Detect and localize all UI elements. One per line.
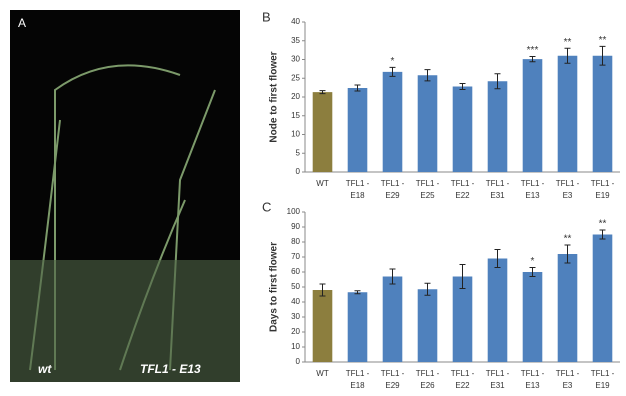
bar — [417, 289, 438, 362]
bar — [592, 234, 613, 362]
y-tick-label: 50 — [291, 282, 300, 291]
significance-label: ** — [599, 219, 607, 230]
x-tick-label: TFL1 -E13 — [521, 179, 545, 200]
y-tick-label: 100 — [287, 207, 301, 216]
y-tick-label: 25 — [291, 73, 300, 82]
x-tick-label: TFL1 -E26 — [416, 369, 440, 390]
x-tick-label: TFL1 -E29 — [381, 179, 405, 200]
panel-label: B — [262, 9, 271, 24]
y-tick-label: 20 — [291, 92, 300, 101]
x-tick-label: WT — [316, 369, 329, 378]
bar — [592, 55, 613, 172]
bar — [452, 86, 473, 172]
significance-label: ** — [599, 35, 607, 46]
error-bar — [319, 283, 326, 297]
x-tick-label: TFL1 -E3 — [556, 179, 580, 200]
y-axis-label: Node to first flower — [269, 51, 280, 142]
y-tick-label: 0 — [296, 357, 301, 366]
bar — [522, 272, 543, 362]
y-tick-label: 30 — [291, 55, 300, 64]
y-tick-label: 15 — [291, 111, 300, 120]
x-tick-label: TFL1 -E3 — [556, 369, 580, 390]
error-bar — [459, 264, 466, 289]
bar — [522, 59, 543, 172]
x-tick-label: WT — [316, 179, 329, 188]
bar — [382, 276, 403, 362]
x-tick-label: TFL1 -E19 — [591, 179, 615, 200]
error-bar — [599, 45, 606, 66]
bar — [557, 254, 578, 362]
foliage — [10, 260, 240, 382]
error-bar — [354, 290, 361, 295]
significance-label: ** — [564, 37, 572, 48]
x-tick-label: TFL1 -E31 — [486, 179, 510, 200]
panel-label: C — [262, 199, 271, 214]
y-tick-label: 40 — [291, 17, 300, 26]
significance-label: * — [531, 256, 535, 267]
y-tick-label: 90 — [291, 222, 300, 231]
y-axis-label: Days to first flower — [269, 242, 280, 332]
significance-label: *** — [527, 45, 539, 56]
x-tick-label: TFL1 -E22 — [451, 369, 475, 390]
y-tick-label: 10 — [291, 342, 300, 351]
error-bar — [494, 249, 501, 268]
y-tick-label: 5 — [296, 148, 301, 157]
bar — [347, 88, 368, 172]
bar — [557, 55, 578, 172]
x-tick-label: TFL1 -E25 — [416, 179, 440, 200]
bar — [382, 71, 403, 172]
photo-caption: TFL1 - E13 — [140, 362, 201, 376]
significance-label: ** — [564, 234, 572, 245]
error-bar — [424, 69, 431, 82]
bar — [312, 92, 333, 172]
bar — [347, 292, 368, 362]
error-bar — [354, 84, 361, 92]
x-tick-label: TFL1 -E13 — [521, 369, 545, 390]
error-bar — [529, 56, 536, 63]
error-bar — [389, 268, 396, 285]
error-bar — [389, 66, 396, 77]
x-tick-label: TFL1 -E19 — [591, 369, 615, 390]
bar — [487, 258, 508, 362]
x-tick-label: TFL1 -E18 — [346, 369, 370, 390]
y-tick-label: 60 — [291, 267, 300, 276]
error-bar — [494, 73, 501, 90]
error-bar — [319, 90, 326, 95]
y-tick-label: 70 — [291, 252, 300, 261]
photo-caption: wt — [38, 362, 52, 376]
bar — [417, 75, 438, 172]
error-bar — [564, 47, 571, 64]
error-bar — [424, 282, 431, 296]
x-tick-label: TFL1 -E18 — [346, 179, 370, 200]
error-bar — [564, 244, 571, 264]
y-tick-label: 80 — [291, 237, 300, 246]
x-tick-label: TFL1 -E29 — [381, 369, 405, 390]
bar — [452, 276, 473, 362]
bar — [487, 81, 508, 172]
panel-label: A — [18, 16, 26, 30]
bar — [312, 290, 333, 362]
y-tick-label: 20 — [291, 327, 300, 336]
x-tick-label: TFL1 -E31 — [486, 369, 510, 390]
error-bar — [529, 267, 536, 277]
y-tick-label: 10 — [291, 130, 300, 139]
error-bar — [599, 229, 606, 240]
error-bar — [459, 83, 466, 90]
x-tick-label: TFL1 -E22 — [451, 179, 475, 200]
y-tick-label: 40 — [291, 297, 300, 306]
y-tick-label: 35 — [291, 36, 300, 45]
y-tick-label: 30 — [291, 312, 300, 321]
significance-label: * — [391, 56, 395, 67]
y-tick-label: 0 — [296, 167, 301, 176]
